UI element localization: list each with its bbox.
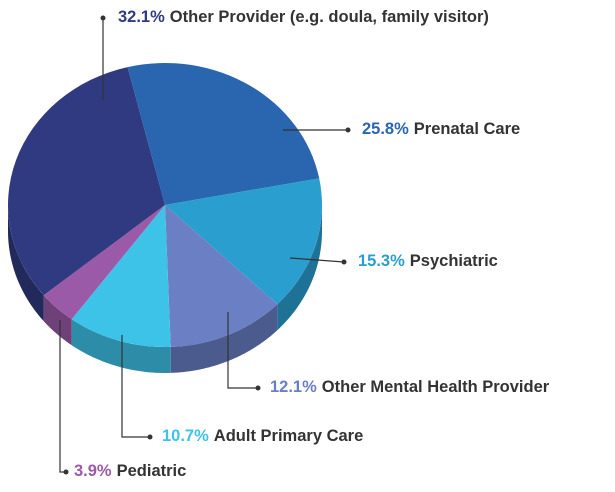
slice-label: 32.1% Other Provider (e.g. doula, family … [118,8,489,26]
slice-label: 15.3% Psychiatric [358,252,498,270]
percent-label: 12.1% [270,378,317,396]
slice [71,205,171,347]
leader-line [289,257,345,263]
slice-label: 25.8% Prenatal Care [362,120,520,138]
category-label: Other Provider (e.g. doula, family visit… [170,8,489,26]
percent-label: 10.7% [162,427,209,445]
leader-dot [147,434,153,440]
category-label: Other Mental Health Provider [322,378,550,396]
slice [43,205,165,320]
slice [165,205,278,347]
slice-side [8,205,44,322]
slice [165,178,322,305]
slice [127,62,320,205]
percent-label: 32.1% [118,8,165,26]
leader-line [121,335,150,438]
slice-side [170,304,278,373]
category-label: Psychiatric [410,252,498,270]
leader-dot [345,127,351,133]
leader-dot [255,385,261,391]
leader-dot [63,469,69,475]
category-label: Adult Primary Care [214,427,363,445]
slice-side [71,319,171,373]
slice-side [43,295,72,346]
percent-label: 15.3% [358,252,405,270]
leader-line [227,312,258,389]
slice-label: 12.1% Other Mental Health Provider [270,378,550,396]
percent-label: 3.9% [74,462,112,480]
category-label: Pediatric [117,462,187,480]
slice-label: 3.9% Pediatric [74,462,186,480]
category-label: Prenatal Care [414,120,520,138]
slice-side [277,205,322,331]
slice [8,67,165,296]
slice-label: 10.7% Adult Primary Care [162,427,363,445]
leader-dot [341,259,347,265]
percent-label: 25.8% [362,120,409,138]
leader-dot [100,15,106,21]
leader-line [59,320,66,473]
